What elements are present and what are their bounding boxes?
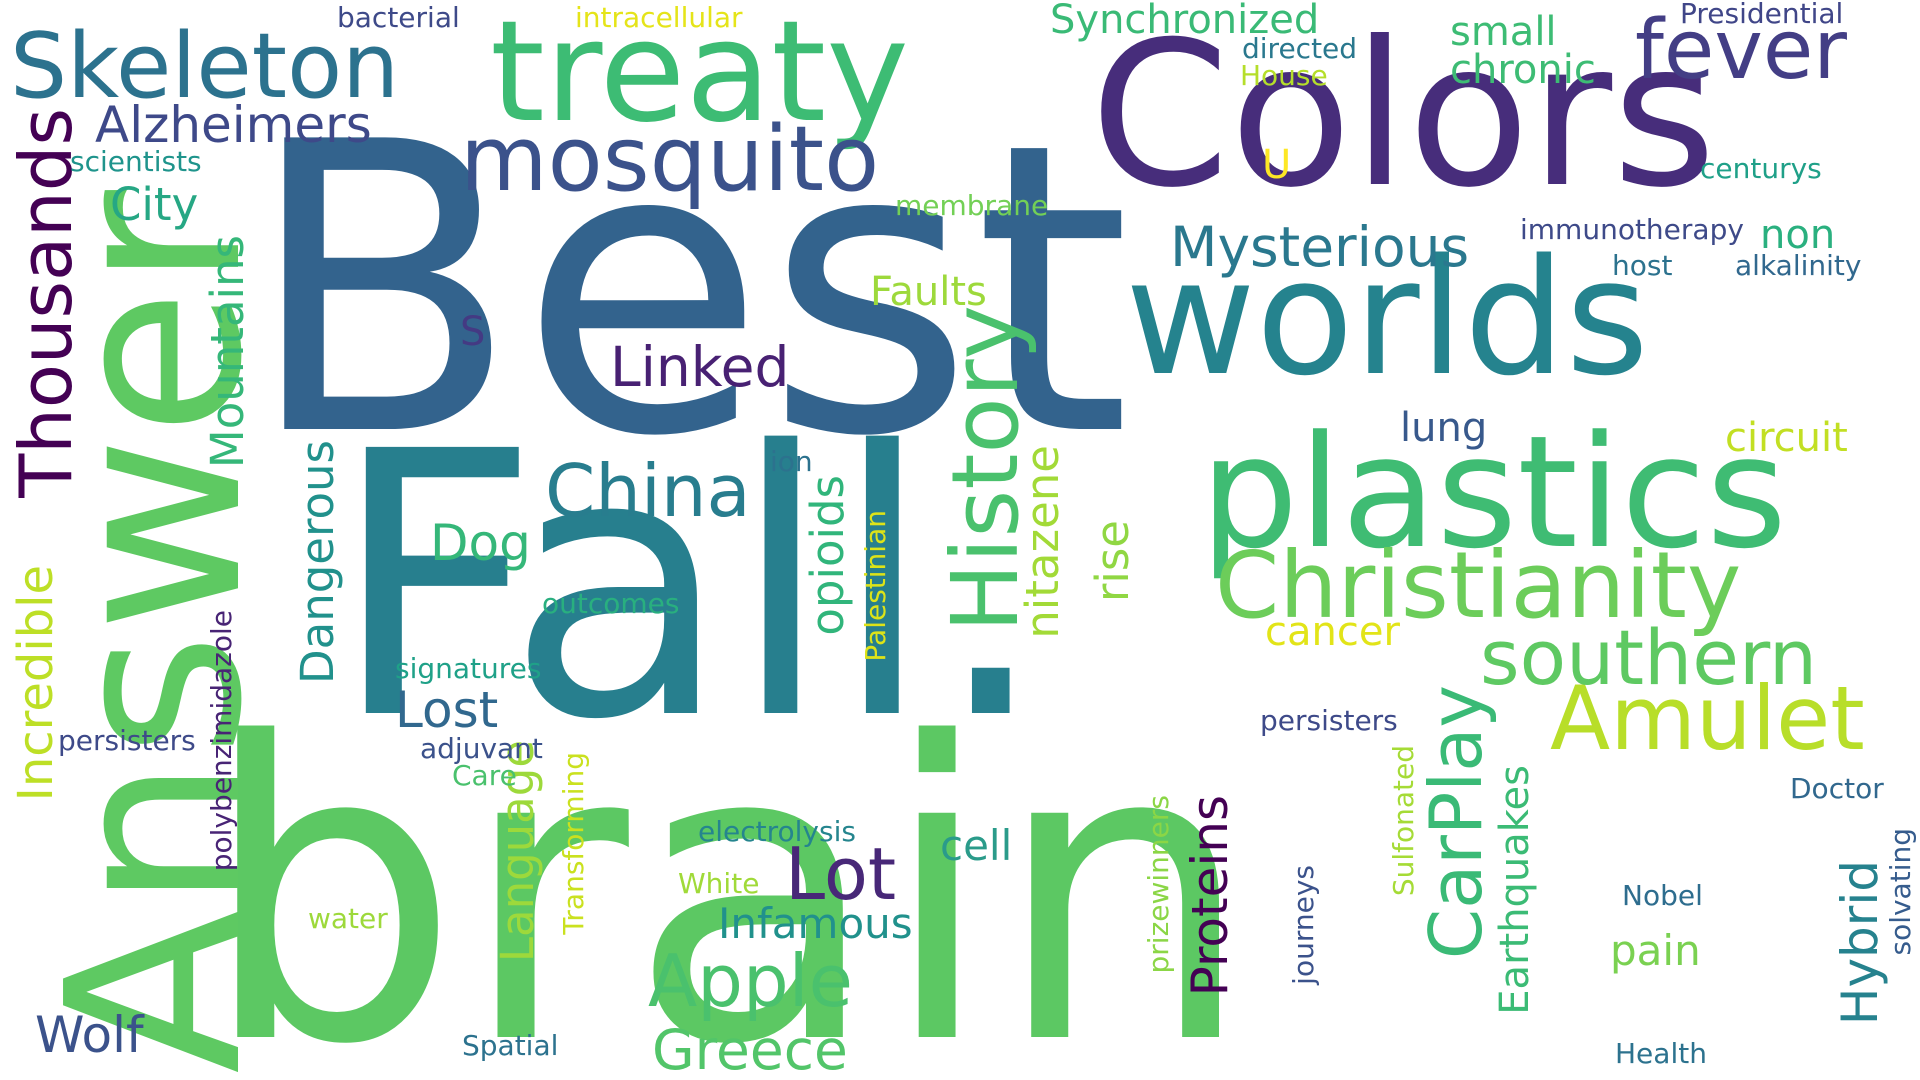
word-care: adjuvant: [420, 732, 543, 765]
word-cancer: cancer: [1265, 609, 1400, 655]
word-immunotherapy: immunotherapy: [1520, 213, 1744, 246]
word-cell: cell: [940, 821, 1013, 870]
word-skeleton: Skeleton: [10, 14, 400, 119]
word-spatial: Spatial: [462, 1029, 559, 1062]
word-synchronized: Synchronized: [1050, 0, 1320, 43]
word-best: Best: [245, 59, 1131, 524]
word-colors: Colors: [1090, 0, 1717, 232]
word-outcomes: outcomes: [542, 587, 680, 620]
word-linked: Linked: [610, 335, 790, 399]
word-directed: directed: [1242, 32, 1358, 65]
word-adjuvant: persisters: [58, 724, 196, 757]
word-signatures: signatures: [395, 652, 542, 685]
word-fever: fever: [1635, 3, 1848, 98]
word-apple: Apple: [648, 939, 853, 1023]
word-worlds: worlds: [1125, 224, 1649, 411]
word-u: U: [1262, 142, 1292, 188]
word-health: Health: [1615, 1037, 1707, 1070]
word-intracellular: intracellular: [575, 1, 743, 34]
word-christianity: Christianity: [1215, 532, 1742, 639]
word-treaty: treaty: [490, 0, 910, 154]
word-persisters: persisters: [1260, 704, 1398, 737]
word-rise: rise: [1086, 520, 1139, 603]
word-plastics: plastics: [1200, 402, 1788, 583]
word-city: City: [110, 178, 199, 231]
word-electrolysis: electrolysis: [698, 815, 856, 848]
word-lung: lung: [1400, 405, 1488, 451]
word-host: host: [1612, 249, 1673, 282]
word-nitazene: nitazene: [1016, 445, 1069, 639]
word-proteins: Proteins: [1181, 795, 1239, 997]
word-china: China: [545, 449, 751, 533]
word-small: small: [1450, 9, 1557, 55]
word-s: S: [460, 309, 486, 355]
word-doctor: Doctor: [1790, 772, 1884, 805]
word-amulet: Amulet: [1550, 667, 1865, 770]
word-house: House: [1240, 59, 1328, 92]
word-fall: Fall.: [330, 375, 1049, 800]
word-earthquakes: Earthquakes: [1492, 765, 1538, 1015]
word-nobel: Nobel: [1622, 879, 1703, 912]
word-pain: pain: [1610, 926, 1701, 975]
word-alzheimers: Alzheimers: [95, 96, 372, 154]
word-incredible: Incredible: [8, 565, 64, 802]
word-scientists: scientists: [70, 145, 202, 178]
word-membrane: membrane: [895, 189, 1049, 222]
word-lost: Lost: [395, 681, 499, 739]
word-greece: Greece: [652, 1018, 848, 1080]
word-non: non: [1760, 212, 1836, 258]
word-white: White: [678, 867, 760, 900]
word-infamous: Infamous: [718, 899, 913, 948]
word-carplay: CarPlay: [1414, 685, 1498, 960]
word-presidential: Presidential: [1680, 0, 1844, 30]
word-circuit: circuit: [1725, 415, 1848, 461]
word-southern: southern: [1480, 613, 1818, 702]
word-low: Care: [452, 759, 517, 792]
word-faults: Faults: [870, 269, 987, 315]
word-mysterious: Mysterious: [1170, 215, 1470, 279]
word-brain: brain: [200, 656, 1254, 1080]
word-chronic: chronic: [1450, 47, 1596, 93]
word-alkalinity: alkalinity: [1735, 249, 1862, 282]
word-mosquito: mosquito: [460, 107, 880, 212]
word-lot: Lot: [785, 832, 897, 916]
word-dangerous: Dangerous: [291, 440, 344, 685]
word-centurys: centurys: [1700, 152, 1822, 185]
word-opioids: opioids: [801, 475, 854, 636]
word-water: water: [308, 902, 388, 935]
word-ion: ion: [770, 445, 813, 478]
word-mountains: Mountains: [201, 235, 254, 469]
word-hybrid: Hybrid: [1831, 860, 1889, 1026]
word-wolf: Wolf: [35, 1006, 144, 1064]
word-dog: Dog: [430, 514, 531, 572]
word-bacterial: bacterial: [337, 1, 460, 34]
